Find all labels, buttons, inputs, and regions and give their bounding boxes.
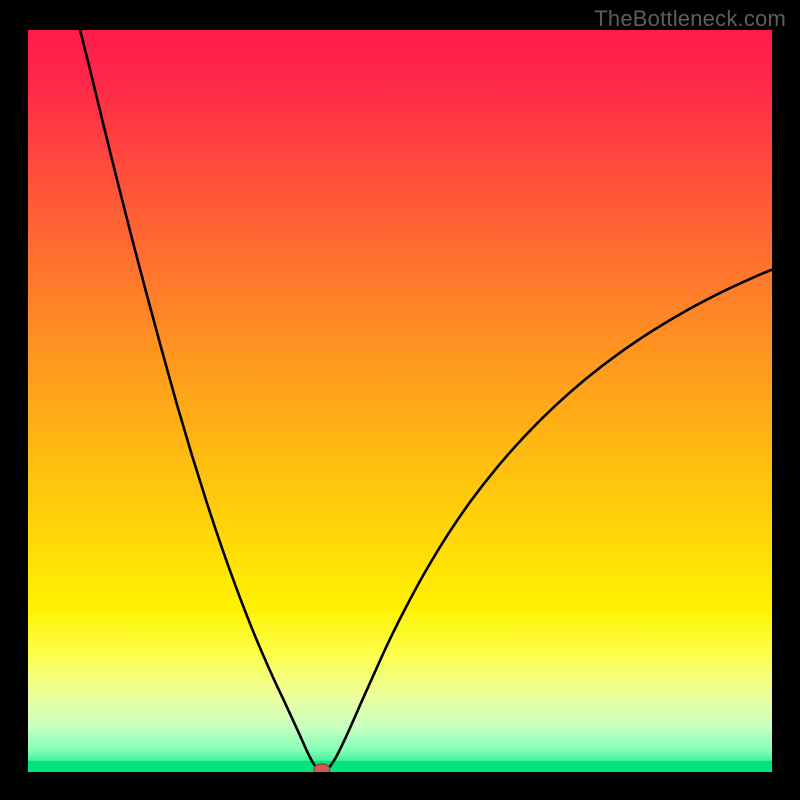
optimal-marker bbox=[314, 764, 330, 772]
chart-svg bbox=[28, 30, 772, 772]
bottom-band bbox=[28, 761, 772, 772]
plot-area bbox=[28, 30, 772, 772]
chart-frame: TheBottleneck.com bbox=[0, 0, 800, 800]
watermark-text: TheBottleneck.com bbox=[594, 6, 786, 32]
chart-background bbox=[28, 30, 772, 772]
